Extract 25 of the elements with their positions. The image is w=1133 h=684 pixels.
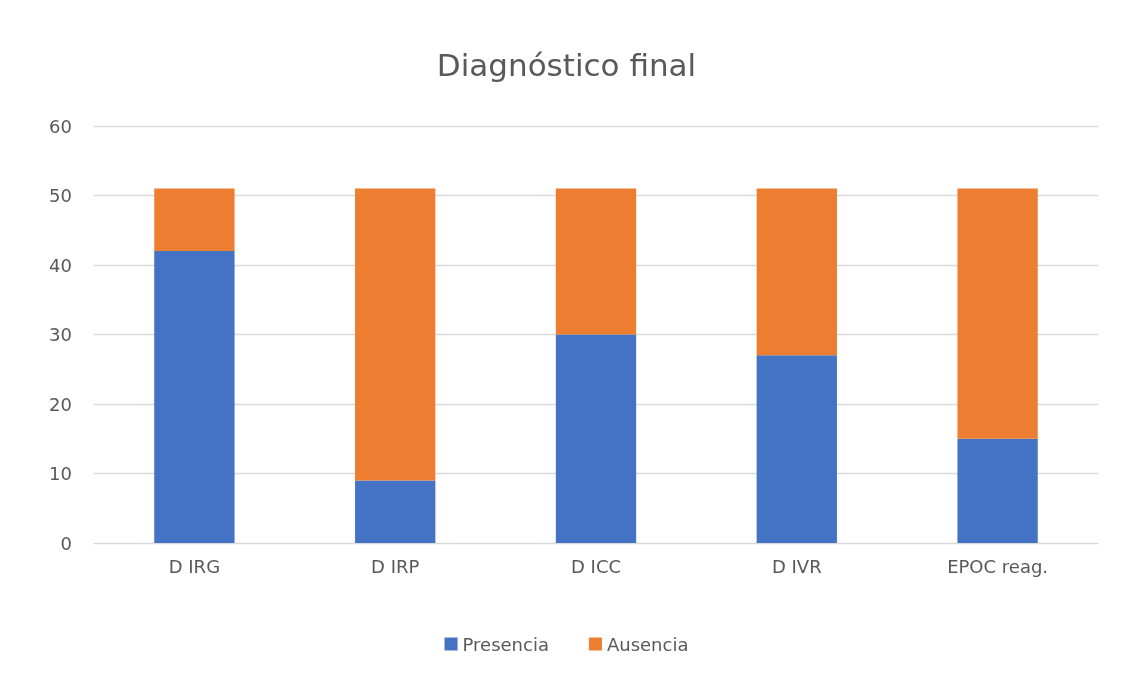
y-tick-label: 40	[49, 254, 72, 276]
legend-label: Ausencia	[606, 633, 689, 655]
bar	[555, 334, 637, 543]
y-tick-label: 60	[49, 115, 72, 137]
y-tick-label: 20	[49, 393, 72, 415]
legend-label: Presencia	[462, 633, 549, 655]
y-tick-label: 0	[60, 532, 72, 554]
bar	[957, 188, 1038, 439]
x-tick-label: D IVR	[771, 555, 822, 577]
bar	[154, 251, 235, 543]
x-tick-label: EPOC reag.	[947, 555, 1049, 577]
bar	[756, 188, 837, 356]
bar	[355, 480, 436, 543]
x-tick-label: D IRG	[168, 555, 221, 577]
y-tick-label: 10	[49, 463, 72, 484]
x-tick-label: D IRP	[371, 555, 420, 577]
bar	[355, 188, 436, 481]
bar	[957, 438, 1038, 543]
bar	[154, 188, 235, 252]
bar	[756, 355, 837, 543]
y-tick-label: 50	[49, 185, 72, 206]
y-tick-label: 30	[49, 324, 72, 345]
chart-title: Diagnóstico final	[436, 46, 697, 83]
x-tick-label: D ICC	[570, 555, 622, 577]
bar	[555, 188, 637, 335]
